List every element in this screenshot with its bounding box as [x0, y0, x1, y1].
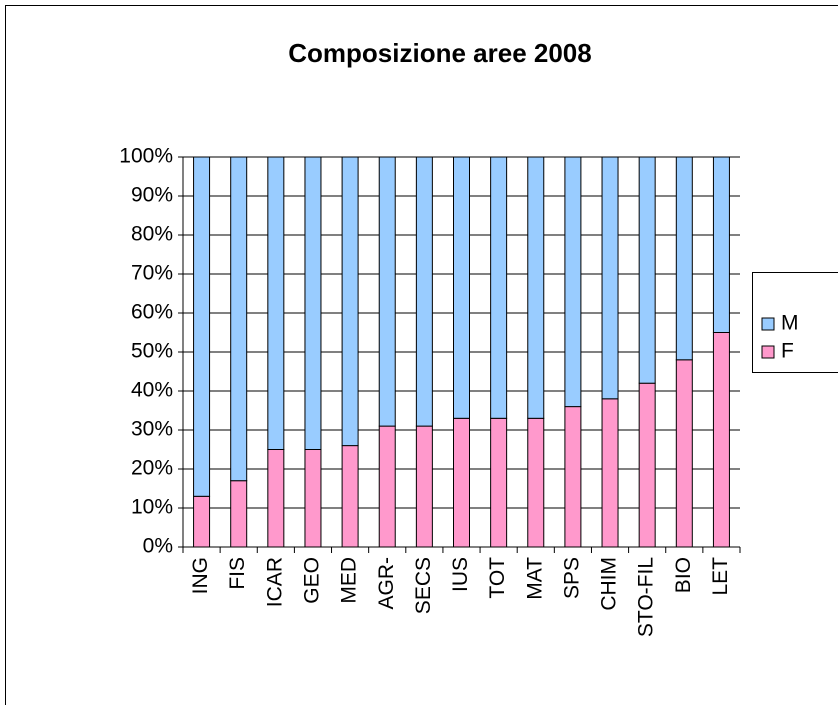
- y-tick-label: 40%: [131, 379, 173, 402]
- legend-swatch: [761, 345, 775, 359]
- legend-swatch: [761, 317, 775, 331]
- bar-segment: [712, 332, 730, 548]
- bar-segment: [675, 156, 693, 361]
- bar-segment: [638, 156, 656, 384]
- bar-segment: [193, 156, 211, 497]
- x-tick-label: MED: [338, 557, 361, 604]
- bar-segment: [490, 417, 508, 548]
- x-tick-label: ICAR: [263, 557, 286, 607]
- bar-segment: [527, 156, 545, 419]
- x-tick-label: SPS: [560, 557, 583, 599]
- bar-segment: [267, 449, 285, 548]
- bar-segment: [341, 445, 359, 548]
- bar-segment: [564, 156, 582, 408]
- y-tick-label: 50%: [131, 340, 173, 363]
- x-tick-label: GEO: [301, 557, 324, 604]
- y-tick-label: 60%: [131, 301, 173, 324]
- y-tick-label: 90%: [131, 184, 173, 207]
- x-tick-label: LET: [709, 557, 732, 596]
- bar-segment: [453, 417, 470, 548]
- x-tick-label: IUS: [449, 557, 472, 592]
- x-tick-label: MAT: [523, 557, 546, 600]
- x-tick-label: FIS: [226, 557, 249, 590]
- y-tick-label: 80%: [131, 223, 173, 246]
- y-tick-label: 30%: [131, 418, 173, 441]
- legend-label: F: [781, 340, 794, 363]
- x-tick-label: SECS: [412, 557, 435, 614]
- x-tick-label: BIO: [672, 557, 695, 593]
- bar-segment: [341, 156, 359, 447]
- bar-segment: [638, 382, 656, 548]
- bar-segment: [490, 156, 508, 419]
- chart-title: Composizione aree 2008: [288, 38, 591, 68]
- bar-segment: [267, 156, 285, 450]
- bar-segment: [415, 425, 433, 548]
- bar-segment: [378, 425, 396, 548]
- bar-segment: [230, 480, 248, 548]
- bar-segment: [712, 156, 730, 333]
- bar-segment: [415, 156, 433, 427]
- bar-segment: [601, 156, 619, 400]
- x-tick-label: AGR-: [375, 557, 398, 610]
- x-tick-label: STO-FIL: [635, 557, 658, 637]
- legend-label: M: [781, 312, 799, 335]
- bar-segment: [304, 449, 322, 548]
- y-tick-label: 20%: [131, 457, 173, 480]
- bar-segment: [378, 156, 396, 427]
- x-tick-label: TOT: [486, 557, 509, 599]
- bar-segment: [304, 156, 322, 450]
- bar-segment: [601, 398, 619, 548]
- x-tick-label: ING: [189, 557, 212, 594]
- bar-segment: [527, 417, 545, 548]
- bar-segment: [675, 359, 693, 548]
- x-tick-label: CHIM: [598, 557, 621, 611]
- y-tick-label: 100%: [119, 145, 173, 168]
- y-tick-label: 0%: [143, 535, 173, 558]
- y-tick-label: 10%: [131, 496, 173, 519]
- bar-segment: [193, 495, 211, 548]
- bar-segment: [230, 156, 248, 482]
- bar-segment: [564, 406, 582, 548]
- bar-segment: [453, 156, 470, 419]
- y-tick-label: 70%: [131, 262, 173, 285]
